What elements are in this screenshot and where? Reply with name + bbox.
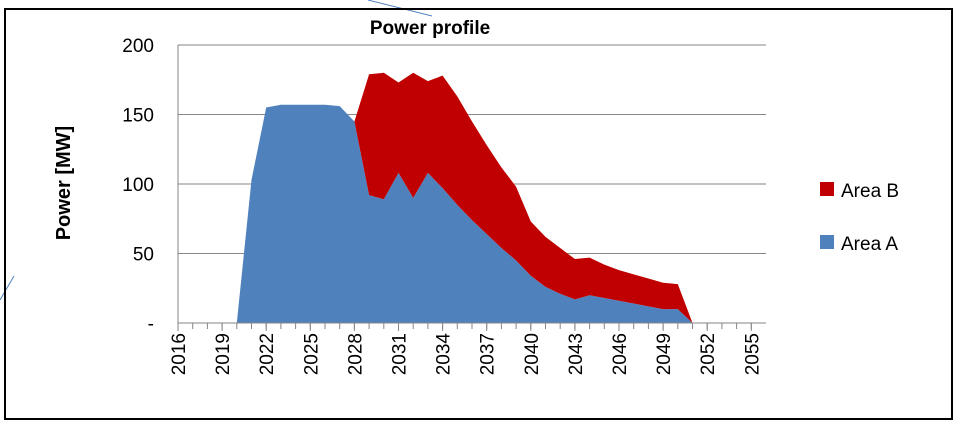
- x-tick-label: 2037: [478, 333, 499, 375]
- legend-label: Area B: [841, 181, 899, 202]
- y-tick-label: 150: [122, 106, 154, 127]
- x-tick-label: 2043: [566, 333, 587, 375]
- y-axis-label: Power [MW]: [53, 126, 75, 240]
- x-tick-label: 2052: [698, 333, 719, 375]
- x-tick-label: 2046: [610, 333, 631, 375]
- x-tick-label: 2016: [169, 333, 190, 375]
- y-tick-label: -: [148, 314, 154, 335]
- x-tick-label: 2049: [654, 333, 675, 375]
- area: [178, 104, 752, 324]
- area: [178, 72, 752, 323]
- x-tick-label: 2025: [301, 333, 322, 375]
- x-tick-label: 2031: [390, 333, 411, 375]
- y-tick-label: 200: [122, 36, 154, 57]
- x-tick-label: 2055: [742, 333, 763, 375]
- x-tick-label: 2034: [434, 333, 455, 376]
- legend-label: Area A: [841, 234, 898, 255]
- legend-swatch: [820, 182, 834, 196]
- x-tick-label: 2040: [522, 333, 543, 375]
- chart-frame: [4, 8, 953, 420]
- legend-swatch: [820, 235, 834, 249]
- x-tick-label: 2019: [213, 333, 234, 375]
- y-tick-label: 50: [133, 245, 154, 266]
- x-tick-label: 2022: [257, 333, 278, 375]
- chart-title: Power profile: [370, 18, 490, 39]
- x-tick-label: 2028: [345, 333, 366, 375]
- decor-line: [0, 275, 15, 301]
- y-tick-label: 100: [122, 175, 154, 196]
